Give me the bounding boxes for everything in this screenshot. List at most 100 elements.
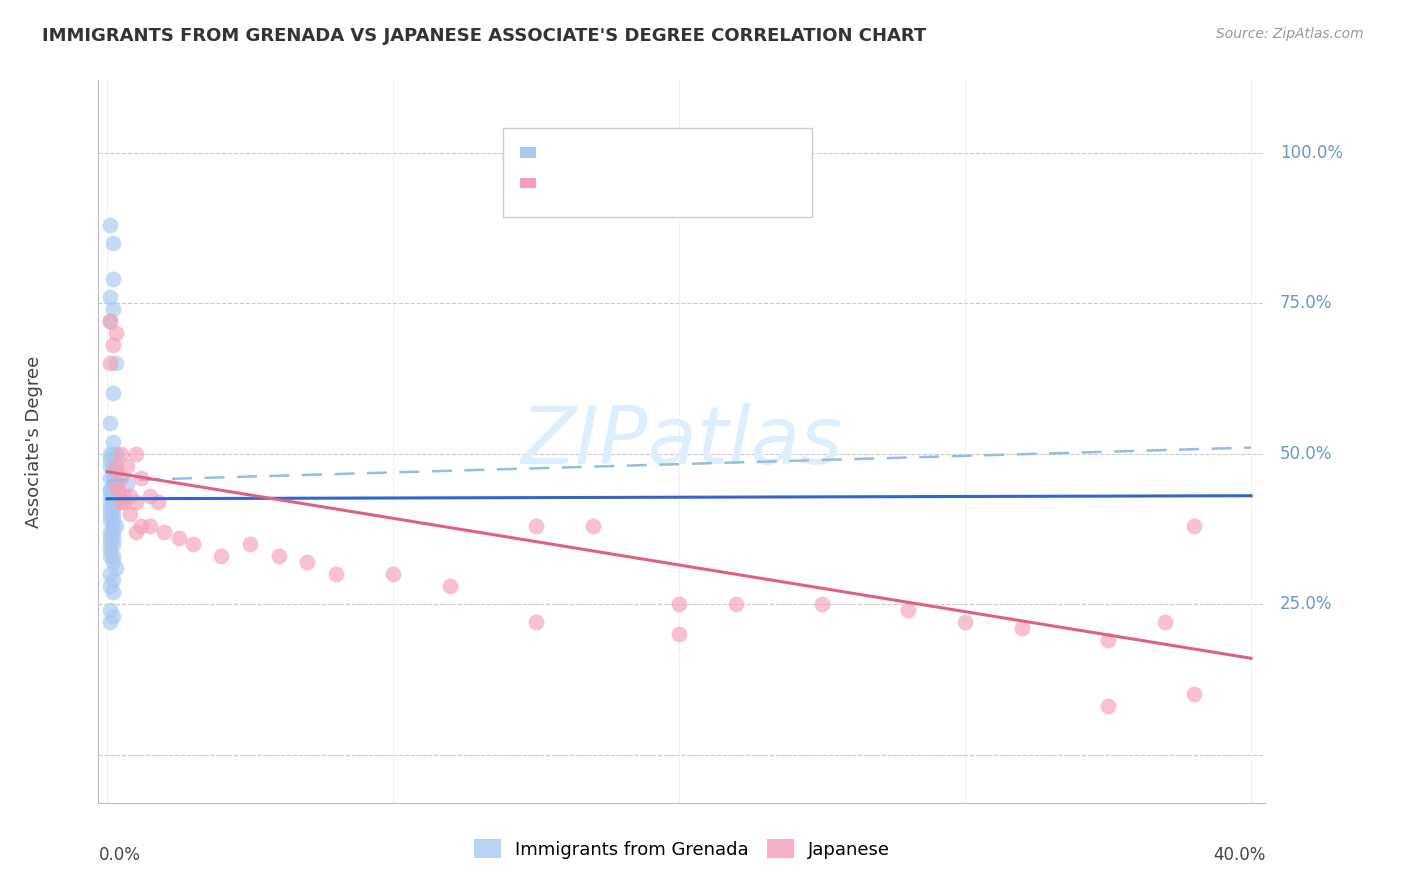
Point [98,542,121,557]
Point [167,531,190,545]
Point [110,446,132,460]
Point [104,519,127,533]
Point [98,489,121,503]
Point [668,627,690,641]
Point [98,500,121,515]
Point [107,483,129,497]
Point [1097,699,1119,714]
Point [104,458,127,473]
Point [110,494,132,508]
Point [98,603,121,617]
Point [101,549,124,563]
Point [101,489,124,503]
Point [181,537,204,551]
Point [104,465,127,479]
Point [104,494,127,508]
Point [101,531,124,545]
Point [524,519,547,533]
Point [668,597,690,611]
Point [101,573,124,587]
Text: N =: N = [650,144,700,161]
Point [98,446,121,460]
Point [98,452,121,467]
Point [1011,621,1033,635]
Point [139,519,162,533]
Point [98,494,121,508]
Point [104,476,127,491]
Point [101,500,124,515]
Text: ZIPatlas: ZIPatlas [520,402,844,481]
Point [98,483,121,497]
Point [104,446,127,460]
Point [101,476,124,491]
Point [101,489,124,503]
Text: Source: ZipAtlas.com: Source: ZipAtlas.com [1216,27,1364,41]
Text: 48: 48 [700,174,724,192]
Point [98,314,121,328]
Point [439,579,461,593]
Point [131,519,153,533]
Text: 75.0%: 75.0% [1279,294,1331,312]
Point [98,471,121,485]
Point [239,537,262,551]
Point [104,326,127,341]
Point [101,519,124,533]
Point [112,494,135,508]
Point [139,489,162,503]
Point [101,494,124,508]
Point [325,567,347,582]
Point [98,290,121,304]
Point [101,585,124,599]
Point [101,524,124,539]
Point [104,476,127,491]
Point [101,301,124,317]
Point [101,386,124,401]
Point [131,471,153,485]
Point [1097,633,1119,648]
Point [115,476,138,491]
Point [209,549,232,563]
Text: Associate's Degree: Associate's Degree [25,355,44,528]
Text: R =: R = [548,174,586,192]
Point [101,446,124,460]
Point [98,483,121,497]
Point [725,597,748,611]
Point [110,471,132,485]
Point [98,218,121,232]
Text: 58: 58 [700,144,724,161]
Point [98,537,121,551]
Point [101,458,124,473]
Point [98,356,121,370]
Point [101,513,124,527]
Point [267,549,290,563]
Point [153,524,176,539]
Point [1182,519,1205,533]
Point [115,458,138,473]
Text: R =: R = [548,144,586,161]
Point [112,489,135,503]
Point [98,507,121,521]
Point [101,465,124,479]
Point [101,272,124,286]
Point [1154,615,1177,630]
Point [297,555,319,569]
Point [897,603,920,617]
Text: 0.0%: 0.0% [98,847,141,864]
Point [104,356,127,370]
Point [101,338,124,352]
Text: N =: N = [650,174,700,192]
Point [582,519,605,533]
Point [98,513,121,527]
Point [104,561,127,575]
Point [101,434,124,449]
Point [98,531,121,545]
Text: 0.012: 0.012 [588,144,650,161]
Point [101,471,124,485]
Text: IMMIGRANTS FROM GRENADA VS JAPANESE ASSOCIATE'S DEGREE CORRELATION CHART: IMMIGRANTS FROM GRENADA VS JAPANESE ASSO… [42,27,927,45]
Point [98,314,121,328]
Point [98,549,121,563]
Point [98,567,121,582]
Point [101,483,124,497]
Point [1182,687,1205,701]
Point [124,446,146,460]
